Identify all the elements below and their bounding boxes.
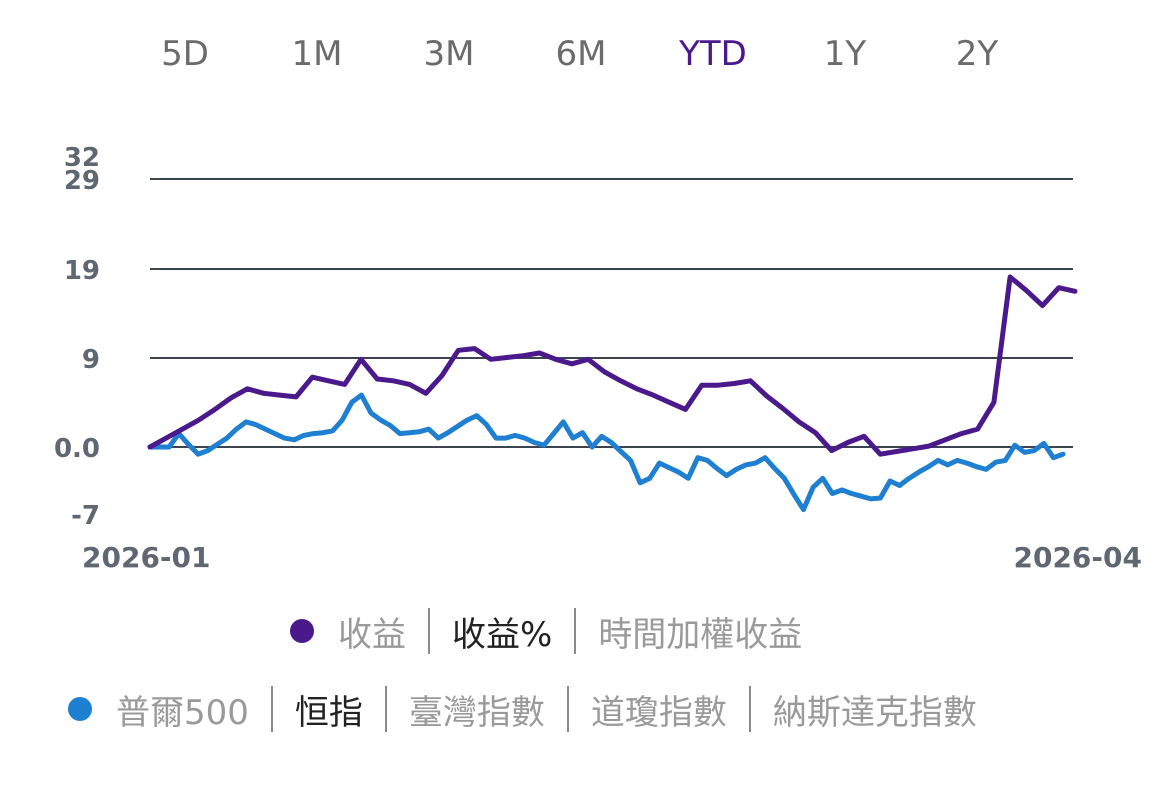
tab-6m[interactable]: 6M <box>555 34 607 74</box>
tab-1m[interactable]: 1M <box>291 34 343 74</box>
benchmark-option-nasdaq[interactable]: 納斯達克指數 <box>772 692 977 733</box>
tab-2y[interactable]: 2Y <box>955 34 999 74</box>
divider <box>384 686 387 732</box>
benchmark-option-taiwan[interactable]: 臺灣指數 <box>408 692 545 733</box>
benchmark-option-dow[interactable]: 道瓊指數 <box>590 692 727 733</box>
divider <box>428 608 430 654</box>
y-tick-19: 19 <box>64 256 100 286</box>
series-line-hang-seng <box>147 392 1066 513</box>
chart-gridlines <box>150 178 1073 448</box>
series-dot-icon <box>290 619 314 643</box>
legend-benchmark-row: 普爾500 恒指 臺灣指數 道瓊指數 納斯達克指數 <box>0 684 1170 734</box>
metric-option-profit[interactable]: 收益 <box>338 614 406 655</box>
line-chart: 32 29 19 9 0.0 -7 2026-01 2026-04 <box>54 143 1142 574</box>
metric-option-profit-pct[interactable]: 收益% <box>452 614 553 655</box>
y-tick-9: 9 <box>82 345 100 375</box>
legend-metric-row: 收益 收益% 時間加權收益 <box>0 606 1170 656</box>
tab-1y[interactable]: 1Y <box>823 34 867 74</box>
divider <box>270 686 273 732</box>
tab-3m[interactable]: 3M <box>423 34 475 74</box>
divider <box>566 686 569 732</box>
divider <box>574 608 577 654</box>
y-tick-29: 29 <box>64 166 100 196</box>
series-dot-icon <box>68 697 92 721</box>
y-tick-0: 0.0 <box>54 434 100 464</box>
benchmark-option-sp500[interactable]: 普爾500 <box>116 692 249 733</box>
series-line-return-pct <box>147 274 1078 457</box>
tab-5d[interactable]: 5D <box>161 34 209 74</box>
tab-ytd[interactable]: YTD <box>679 34 747 74</box>
x-tick-end: 2026-04 <box>1013 541 1142 574</box>
metric-option-time-weighted[interactable]: 時間加權收益 <box>598 614 803 655</box>
benchmark-option-hang-seng[interactable]: 恒指 <box>294 692 363 733</box>
y-tick-neg7: -7 <box>71 501 100 531</box>
range-tabs: 5D 1M 3M 6M YTD 1Y 2Y <box>120 34 1040 84</box>
divider <box>748 686 751 732</box>
y-tick-32: 32 <box>64 143 100 173</box>
x-tick-start: 2026-01 <box>82 541 211 574</box>
